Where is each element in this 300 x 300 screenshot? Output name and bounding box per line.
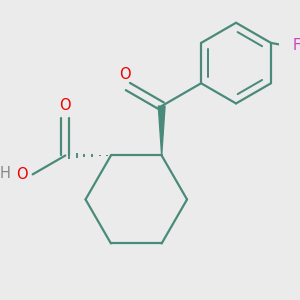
Text: O: O — [59, 98, 71, 113]
Text: O: O — [119, 67, 131, 82]
Text: H: H — [0, 166, 11, 181]
Polygon shape — [158, 106, 165, 155]
Text: F: F — [292, 38, 300, 53]
Text: O: O — [16, 167, 28, 182]
